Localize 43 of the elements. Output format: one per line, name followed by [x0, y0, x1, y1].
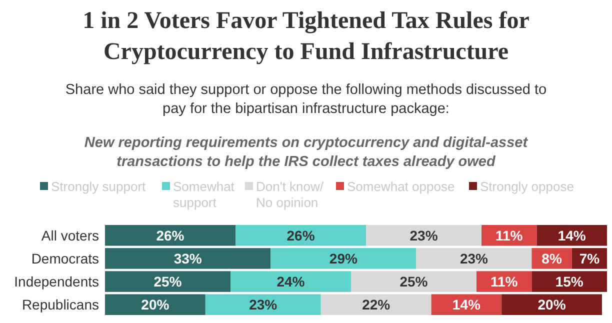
data-label: 33%	[174, 250, 202, 266]
bar	[350, 271, 476, 292]
data-label: 26%	[286, 227, 316, 244]
data-label: 14%	[558, 227, 586, 244]
bar	[105, 248, 271, 269]
y-tick-label: Independents	[14, 274, 99, 290]
bar	[105, 225, 236, 246]
y-tick-label: All voters	[41, 227, 99, 244]
data-label: 25%	[154, 274, 182, 290]
chart-title: 1 in 2 Voters Favor Tightened Tax Rules for Cryptocurrency to Fund Infrastructure	[82, 8, 530, 65]
bar	[431, 294, 502, 315]
data-label: 11%	[495, 227, 524, 244]
data-label: 24%	[276, 274, 306, 290]
data-label: 25%	[400, 274, 428, 290]
bar	[205, 294, 321, 315]
bar	[105, 271, 230, 292]
bar	[502, 294, 602, 315]
data-label: 14%	[452, 296, 481, 313]
data-label: 7%	[579, 250, 600, 266]
chart-subtitle: Share who said they support or oppose the following methods discussed to pay for the bipartisan infrastructure package:	[65, 82, 547, 117]
bar	[236, 225, 366, 246]
data-label: 8%	[542, 250, 562, 266]
bar	[230, 271, 351, 292]
data-label: 15%	[555, 274, 584, 290]
data-label: 22%	[362, 296, 391, 313]
data-label: 23%	[249, 296, 278, 313]
bar	[320, 294, 432, 315]
bar	[270, 248, 416, 269]
bar	[105, 294, 206, 315]
bar	[416, 248, 532, 269]
y-tick-label: Republicans	[22, 296, 99, 313]
data-label: 20%	[538, 296, 566, 313]
text: New reporting requirements on cryptocurrency and digital-asset transactions to help the IRS collect taxes already owed	[84, 135, 529, 170]
bar	[536, 225, 607, 246]
data-label: 23%	[460, 250, 489, 266]
data-label: 11%	[490, 274, 518, 290]
data-label: 20%	[141, 296, 170, 313]
data-label: 29%	[329, 250, 358, 266]
bar	[366, 225, 482, 246]
data-label: 26%	[156, 227, 185, 244]
y-tick-label: Democrats	[31, 250, 99, 266]
bar	[532, 271, 607, 292]
data-label: 23%	[410, 227, 438, 244]
